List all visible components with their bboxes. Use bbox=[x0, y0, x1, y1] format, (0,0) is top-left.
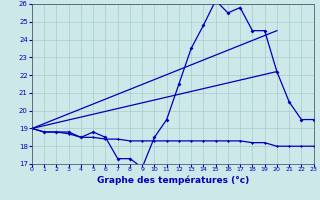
X-axis label: Graphe des températures (°c): Graphe des températures (°c) bbox=[97, 175, 249, 185]
